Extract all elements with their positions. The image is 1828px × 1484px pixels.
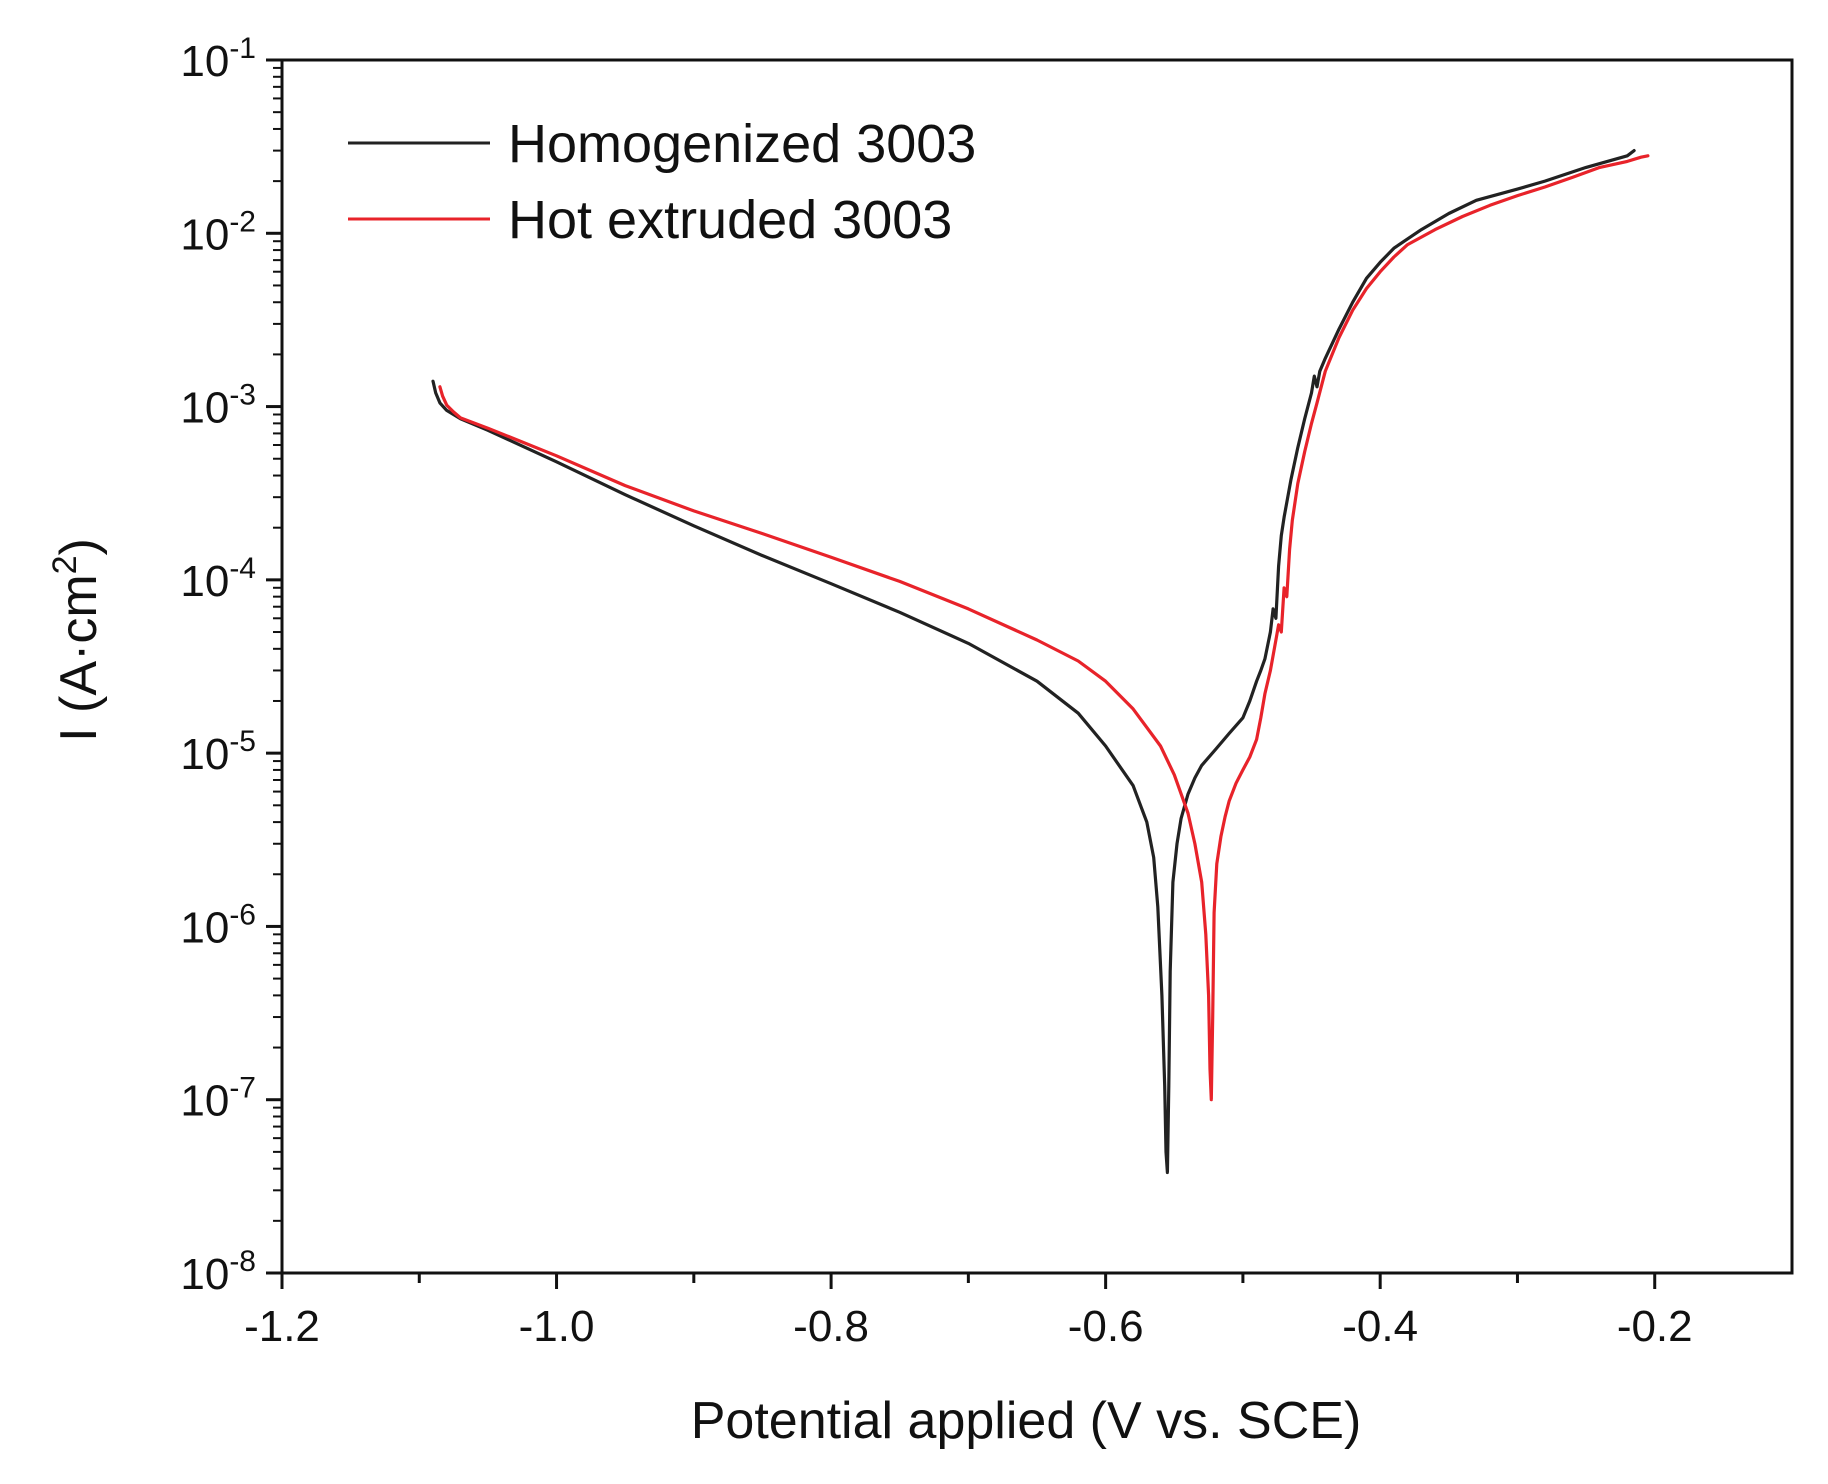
y-tick-label: 10-3: [180, 379, 256, 433]
data-curves: [431, 149, 1650, 1175]
y-tick-exponent: -5: [229, 725, 256, 758]
y-tick-label: 10-8: [180, 1245, 256, 1299]
y-tick-base: 10: [180, 903, 229, 952]
y-tick-exponent: -3: [229, 379, 256, 412]
y-axis-title-main: I (A·cm: [50, 574, 108, 742]
series-line-homogenized: [431, 149, 1636, 1175]
y-axis-title-superscript: 2: [46, 555, 84, 574]
y-axis: 10-810-710-610-510-410-310-210-1: [180, 32, 282, 1299]
y-tick-exponent: -4: [229, 552, 256, 585]
series-line-hot-extruded: [438, 154, 1650, 1102]
y-tick-base: 10: [180, 210, 229, 259]
legend-label-homogenized: Homogenized 3003: [508, 114, 976, 174]
y-tick-base: 10: [180, 557, 229, 606]
y-tick-base: 10: [180, 384, 229, 433]
y-tick-label: 10-6: [180, 898, 256, 952]
x-tick-label: -0.2: [1617, 1302, 1693, 1351]
x-axis: -1.2 -1.0 -0.8 -0.6 -0.4 -0.2: [244, 1273, 1693, 1351]
plot-area: [280, 58, 1794, 1275]
y-tick-base: 10: [180, 1077, 229, 1126]
y-axis-title: I (A·cm2): [46, 538, 108, 742]
y-tick-exponent: -2: [229, 205, 256, 238]
x-tick-label: -0.8: [793, 1302, 869, 1351]
y-tick-exponent: -7: [229, 1072, 256, 1105]
y-tick-base: 10: [180, 37, 229, 86]
legend: Homogenized 3003 Hot extruded 3003: [348, 114, 976, 250]
y-tick-exponent: -1: [229, 32, 256, 65]
x-axis-title: Potential applied (V vs. SCE): [691, 1392, 1362, 1450]
y-tick-label: 10-1: [180, 32, 256, 86]
y-tick-base: 10: [180, 730, 229, 779]
y-tick-label: 10-5: [180, 725, 256, 779]
y-axis-title-close: ): [50, 538, 108, 555]
x-tick-label: -0.4: [1342, 1302, 1418, 1351]
legend-label-hot-extruded: Hot extruded 3003: [508, 190, 952, 250]
x-tick-label: -1.2: [244, 1302, 320, 1351]
y-tick-base: 10: [180, 1250, 229, 1299]
x-tick-label: -1.0: [519, 1302, 595, 1351]
x-tick-label: -0.6: [1068, 1302, 1144, 1351]
y-tick-label: 10-7: [180, 1072, 256, 1126]
plot-frame: [280, 58, 1794, 1275]
y-tick-exponent: -8: [229, 1245, 256, 1278]
y-tick-label: 10-4: [180, 552, 256, 606]
y-tick-exponent: -6: [229, 898, 256, 931]
y-tick-label: 10-2: [180, 205, 256, 259]
